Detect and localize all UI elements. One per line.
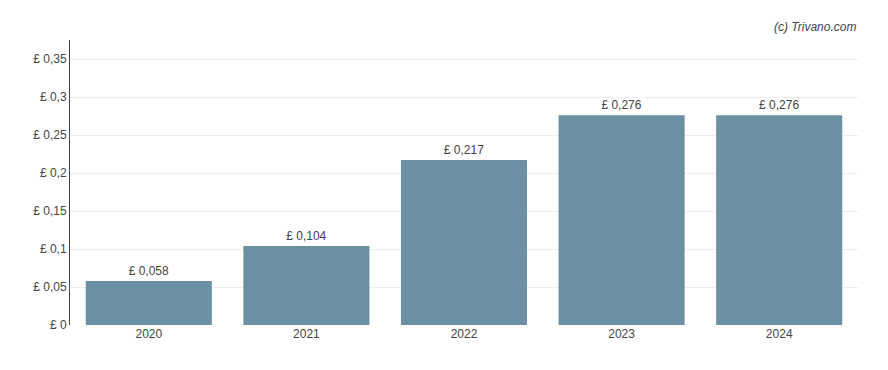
svg-text:£ 0,05: £ 0,05 [33,280,67,294]
svg-text:2023: 2023 [608,327,635,341]
svg-text:(c) Trivano.com: (c) Trivano.com [774,20,856,34]
svg-text:£ 0,15: £ 0,15 [33,204,67,218]
svg-text:£ 0,25: £ 0,25 [33,128,67,142]
svg-text:£ 0,217: £ 0,217 [444,143,484,157]
svg-text:£ 0,3: £ 0,3 [40,90,67,104]
svg-text:£ 0: £ 0 [50,318,67,332]
svg-text:£ 0,2: £ 0,2 [40,166,67,180]
svg-text:£ 0,276: £ 0,276 [601,98,641,112]
svg-text:£ 0,104: £ 0,104 [286,229,326,243]
svg-text:£ 0,058: £ 0,058 [129,264,169,278]
svg-text:2020: 2020 [135,327,162,341]
svg-text:2022: 2022 [451,327,478,341]
svg-text:£ 0,1: £ 0,1 [40,242,67,256]
svg-text:£ 0,276: £ 0,276 [759,98,799,112]
svg-text:2024: 2024 [766,327,793,341]
svg-text:2021: 2021 [293,327,320,341]
svg-text:£ 0,35: £ 0,35 [33,52,67,66]
